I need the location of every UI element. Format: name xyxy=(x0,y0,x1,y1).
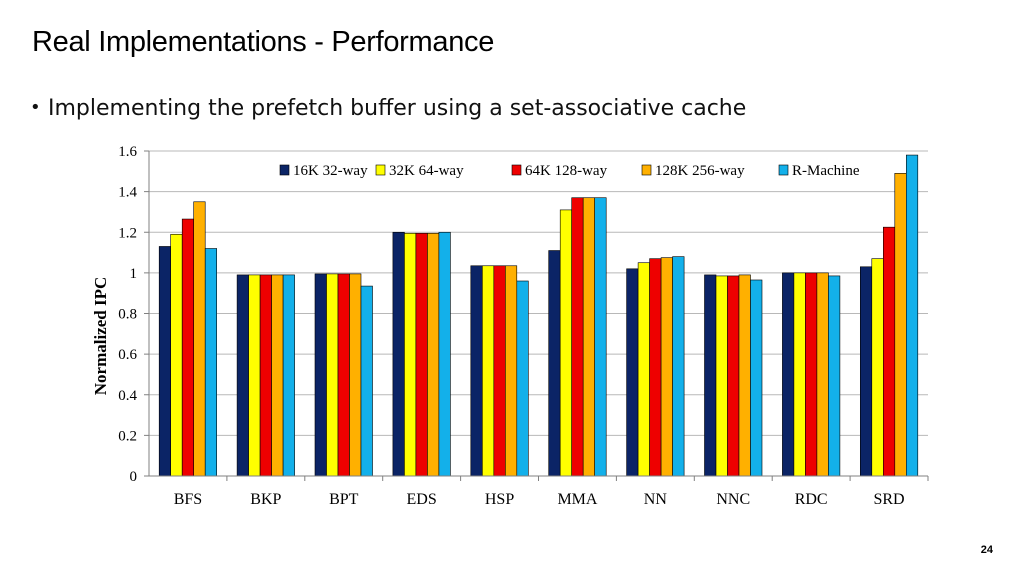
bar xyxy=(548,250,561,477)
x-tick-label: EDS xyxy=(407,491,437,508)
legend-swatch xyxy=(375,164,386,176)
bar xyxy=(349,273,362,477)
bar xyxy=(727,275,740,477)
bar xyxy=(248,274,261,477)
y-tick-label: 1.4 xyxy=(118,185,137,201)
bar xyxy=(427,232,440,477)
y-tick-label: 1.6 xyxy=(118,144,137,160)
x-tick-labels: BFS BKP BPT EDS HSP MMA NN NNC RDC SRD xyxy=(174,491,905,508)
bar xyxy=(582,197,596,477)
legend-label: 16K 32-way xyxy=(293,163,368,179)
bar xyxy=(828,275,841,477)
bar xyxy=(259,274,272,477)
bar xyxy=(637,262,650,477)
bar xyxy=(805,272,818,477)
bar xyxy=(236,274,249,477)
bar xyxy=(905,154,919,477)
bar xyxy=(481,265,495,477)
bar xyxy=(660,257,673,477)
bar xyxy=(882,226,896,477)
bar xyxy=(894,173,907,477)
bars xyxy=(158,154,919,477)
y-tick-label: 0 xyxy=(130,469,138,485)
legend: 16K 32-way 32K 64-way 64K 128-way 128K 256-… xyxy=(279,163,860,179)
x-tick-label: SRD xyxy=(873,491,904,508)
x-tick-label: NNC xyxy=(716,491,750,508)
legend-label: R-Machine xyxy=(792,163,860,179)
y-tick-labels: 0 0.2 0.4 0.6 0.8 1 1.2 1.4 1.6 xyxy=(118,144,137,485)
y-tick-label: 1.2 xyxy=(118,225,137,241)
bar xyxy=(750,279,763,477)
bar xyxy=(594,197,607,477)
y-tick-label: 0.2 xyxy=(118,428,137,444)
y-tick-label: 0.8 xyxy=(118,307,137,323)
bar xyxy=(392,231,405,477)
bar xyxy=(204,248,217,477)
bar xyxy=(193,201,206,477)
bar xyxy=(571,197,584,477)
bar xyxy=(337,273,350,477)
bar xyxy=(314,273,327,477)
bar xyxy=(326,273,339,477)
bar xyxy=(672,256,685,477)
x-tick-label: BFS xyxy=(174,491,202,508)
x-tick-label: NN xyxy=(644,491,668,508)
x-tick-label: BPT xyxy=(329,491,359,508)
bar xyxy=(271,274,284,477)
bar xyxy=(516,280,529,477)
bar xyxy=(649,258,662,477)
axes xyxy=(144,150,929,481)
bar xyxy=(871,258,884,477)
page-number: 24 xyxy=(980,544,993,556)
bar xyxy=(859,266,873,477)
y-axis-label: Normalized IPC xyxy=(91,277,110,396)
bar xyxy=(704,274,717,477)
bullet-text: Implementing the prefetch buffer using a… xyxy=(48,96,747,121)
x-tick-label: HSP xyxy=(485,491,514,508)
legend-label: 32K 64-way xyxy=(389,163,464,179)
legend-swatch xyxy=(511,164,522,176)
bar xyxy=(404,232,417,477)
bar xyxy=(170,233,183,477)
legend-swatch xyxy=(641,164,652,176)
bar xyxy=(816,272,829,477)
bar xyxy=(470,265,483,477)
bar xyxy=(626,268,639,477)
x-tick-label: RDC xyxy=(795,491,828,508)
legend-label: 128K 256-way xyxy=(655,163,745,179)
bar xyxy=(158,246,171,477)
y-tick-label: 0.4 xyxy=(118,388,137,404)
bar xyxy=(282,274,295,477)
bar xyxy=(738,274,751,477)
y-tick-label: 0.6 xyxy=(118,347,137,363)
legend-label: 64K 128-way xyxy=(525,163,608,179)
x-tick-label: BKP xyxy=(250,491,281,508)
bar xyxy=(715,275,728,477)
bar xyxy=(360,285,373,477)
bar xyxy=(415,232,428,477)
bar xyxy=(181,218,194,477)
bar xyxy=(782,272,795,477)
bar xyxy=(793,272,806,477)
legend-swatch xyxy=(778,164,789,176)
slide-title: Real Implementations - Performance xyxy=(32,26,495,58)
bar xyxy=(493,265,506,477)
bar xyxy=(504,265,518,477)
y-tick-label: 1 xyxy=(130,266,138,282)
legend-swatch xyxy=(279,164,290,176)
x-tick-label: MMA xyxy=(557,491,597,508)
bar xyxy=(438,231,451,477)
bullet-marker: • xyxy=(30,97,41,118)
bar xyxy=(559,209,573,477)
bullet-item: • Implementing the prefetch buffer using … xyxy=(30,96,746,121)
